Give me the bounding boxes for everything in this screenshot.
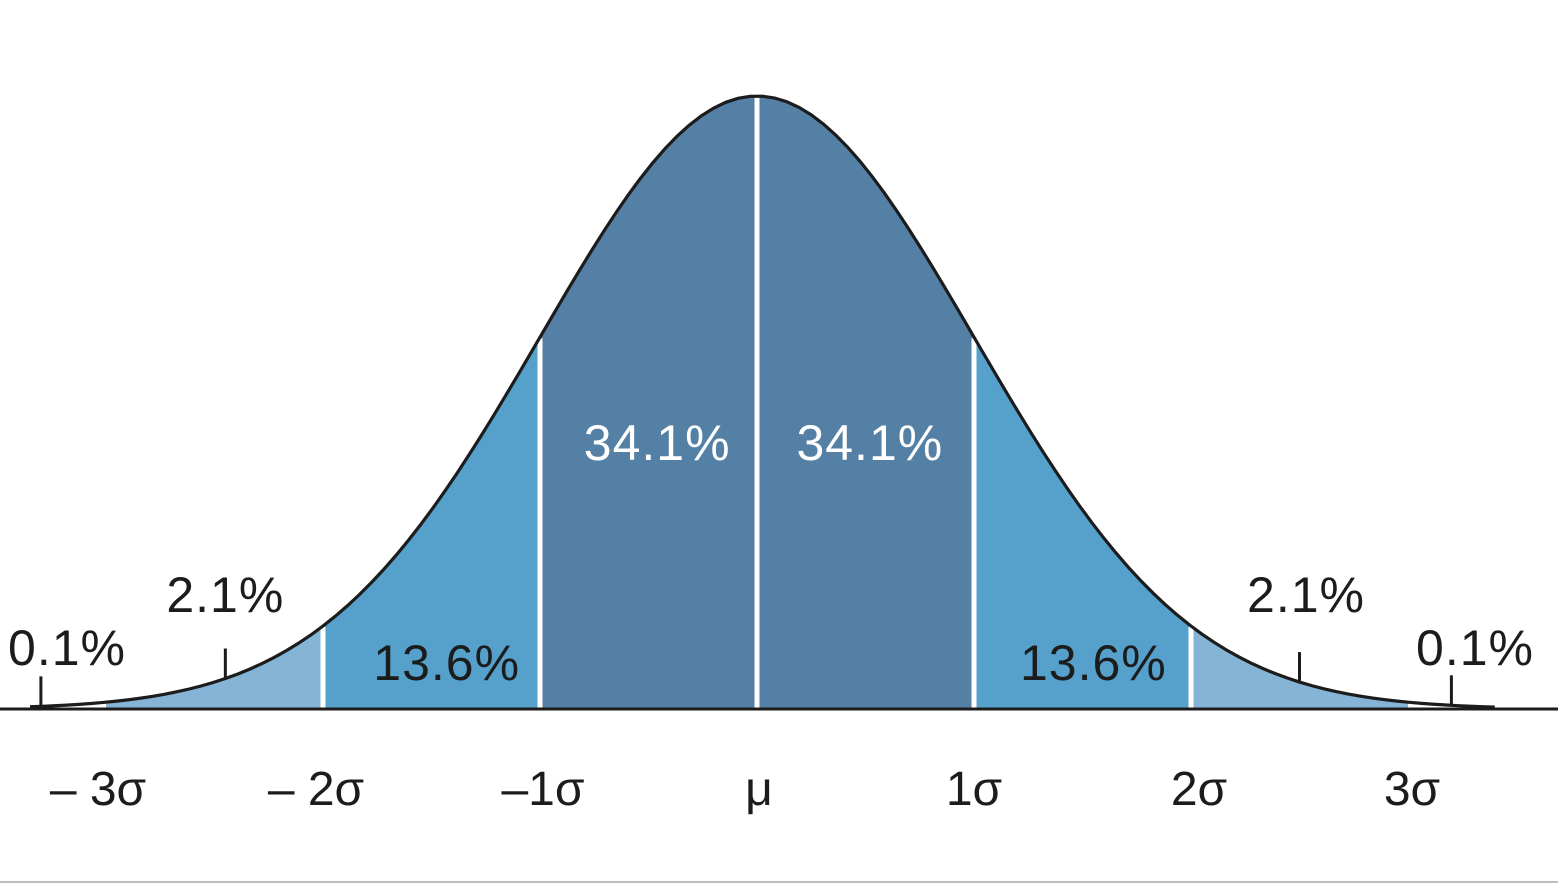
tick-label-mu: μ xyxy=(745,763,773,816)
tick-label-pos2: 2σ xyxy=(1171,763,1227,816)
region-label-3: 34.1% xyxy=(584,415,731,471)
tail-label-left: 0.1% xyxy=(8,620,126,676)
tick-label-pos1: 1σ xyxy=(946,763,1002,816)
region-3 xyxy=(540,96,757,709)
region-label-4: 34.1% xyxy=(796,415,943,471)
dividers-group xyxy=(320,97,1194,709)
percent-labels-group: 2.1% 13.6% 34.1% 34.1% 13.6% 2.1% 0.1% 0.1% xyxy=(8,415,1534,691)
region-4 xyxy=(757,96,974,709)
tick-label-pos3: 3σ xyxy=(1384,763,1440,816)
tick-label-neg3: – 3σ xyxy=(50,763,146,816)
distribution-curve xyxy=(29,94,1495,709)
label-markers-group xyxy=(39,648,1453,708)
tick-label-neg1: –1σ xyxy=(501,763,584,816)
tick-labels-group: – 3σ – 2σ –1σ μ 1σ 2σ 3σ xyxy=(50,763,1440,816)
region-label-2: 13.6% xyxy=(373,635,520,691)
region-1 xyxy=(106,626,323,709)
region-6 xyxy=(1191,626,1408,709)
region-label-6: 2.1% xyxy=(1247,567,1365,623)
region-label-5: 13.6% xyxy=(1020,635,1167,691)
tail-label-right: 0.1% xyxy=(1416,620,1534,676)
tick-label-neg2: – 2σ xyxy=(268,763,364,816)
region-label-1: 2.1% xyxy=(166,567,284,623)
